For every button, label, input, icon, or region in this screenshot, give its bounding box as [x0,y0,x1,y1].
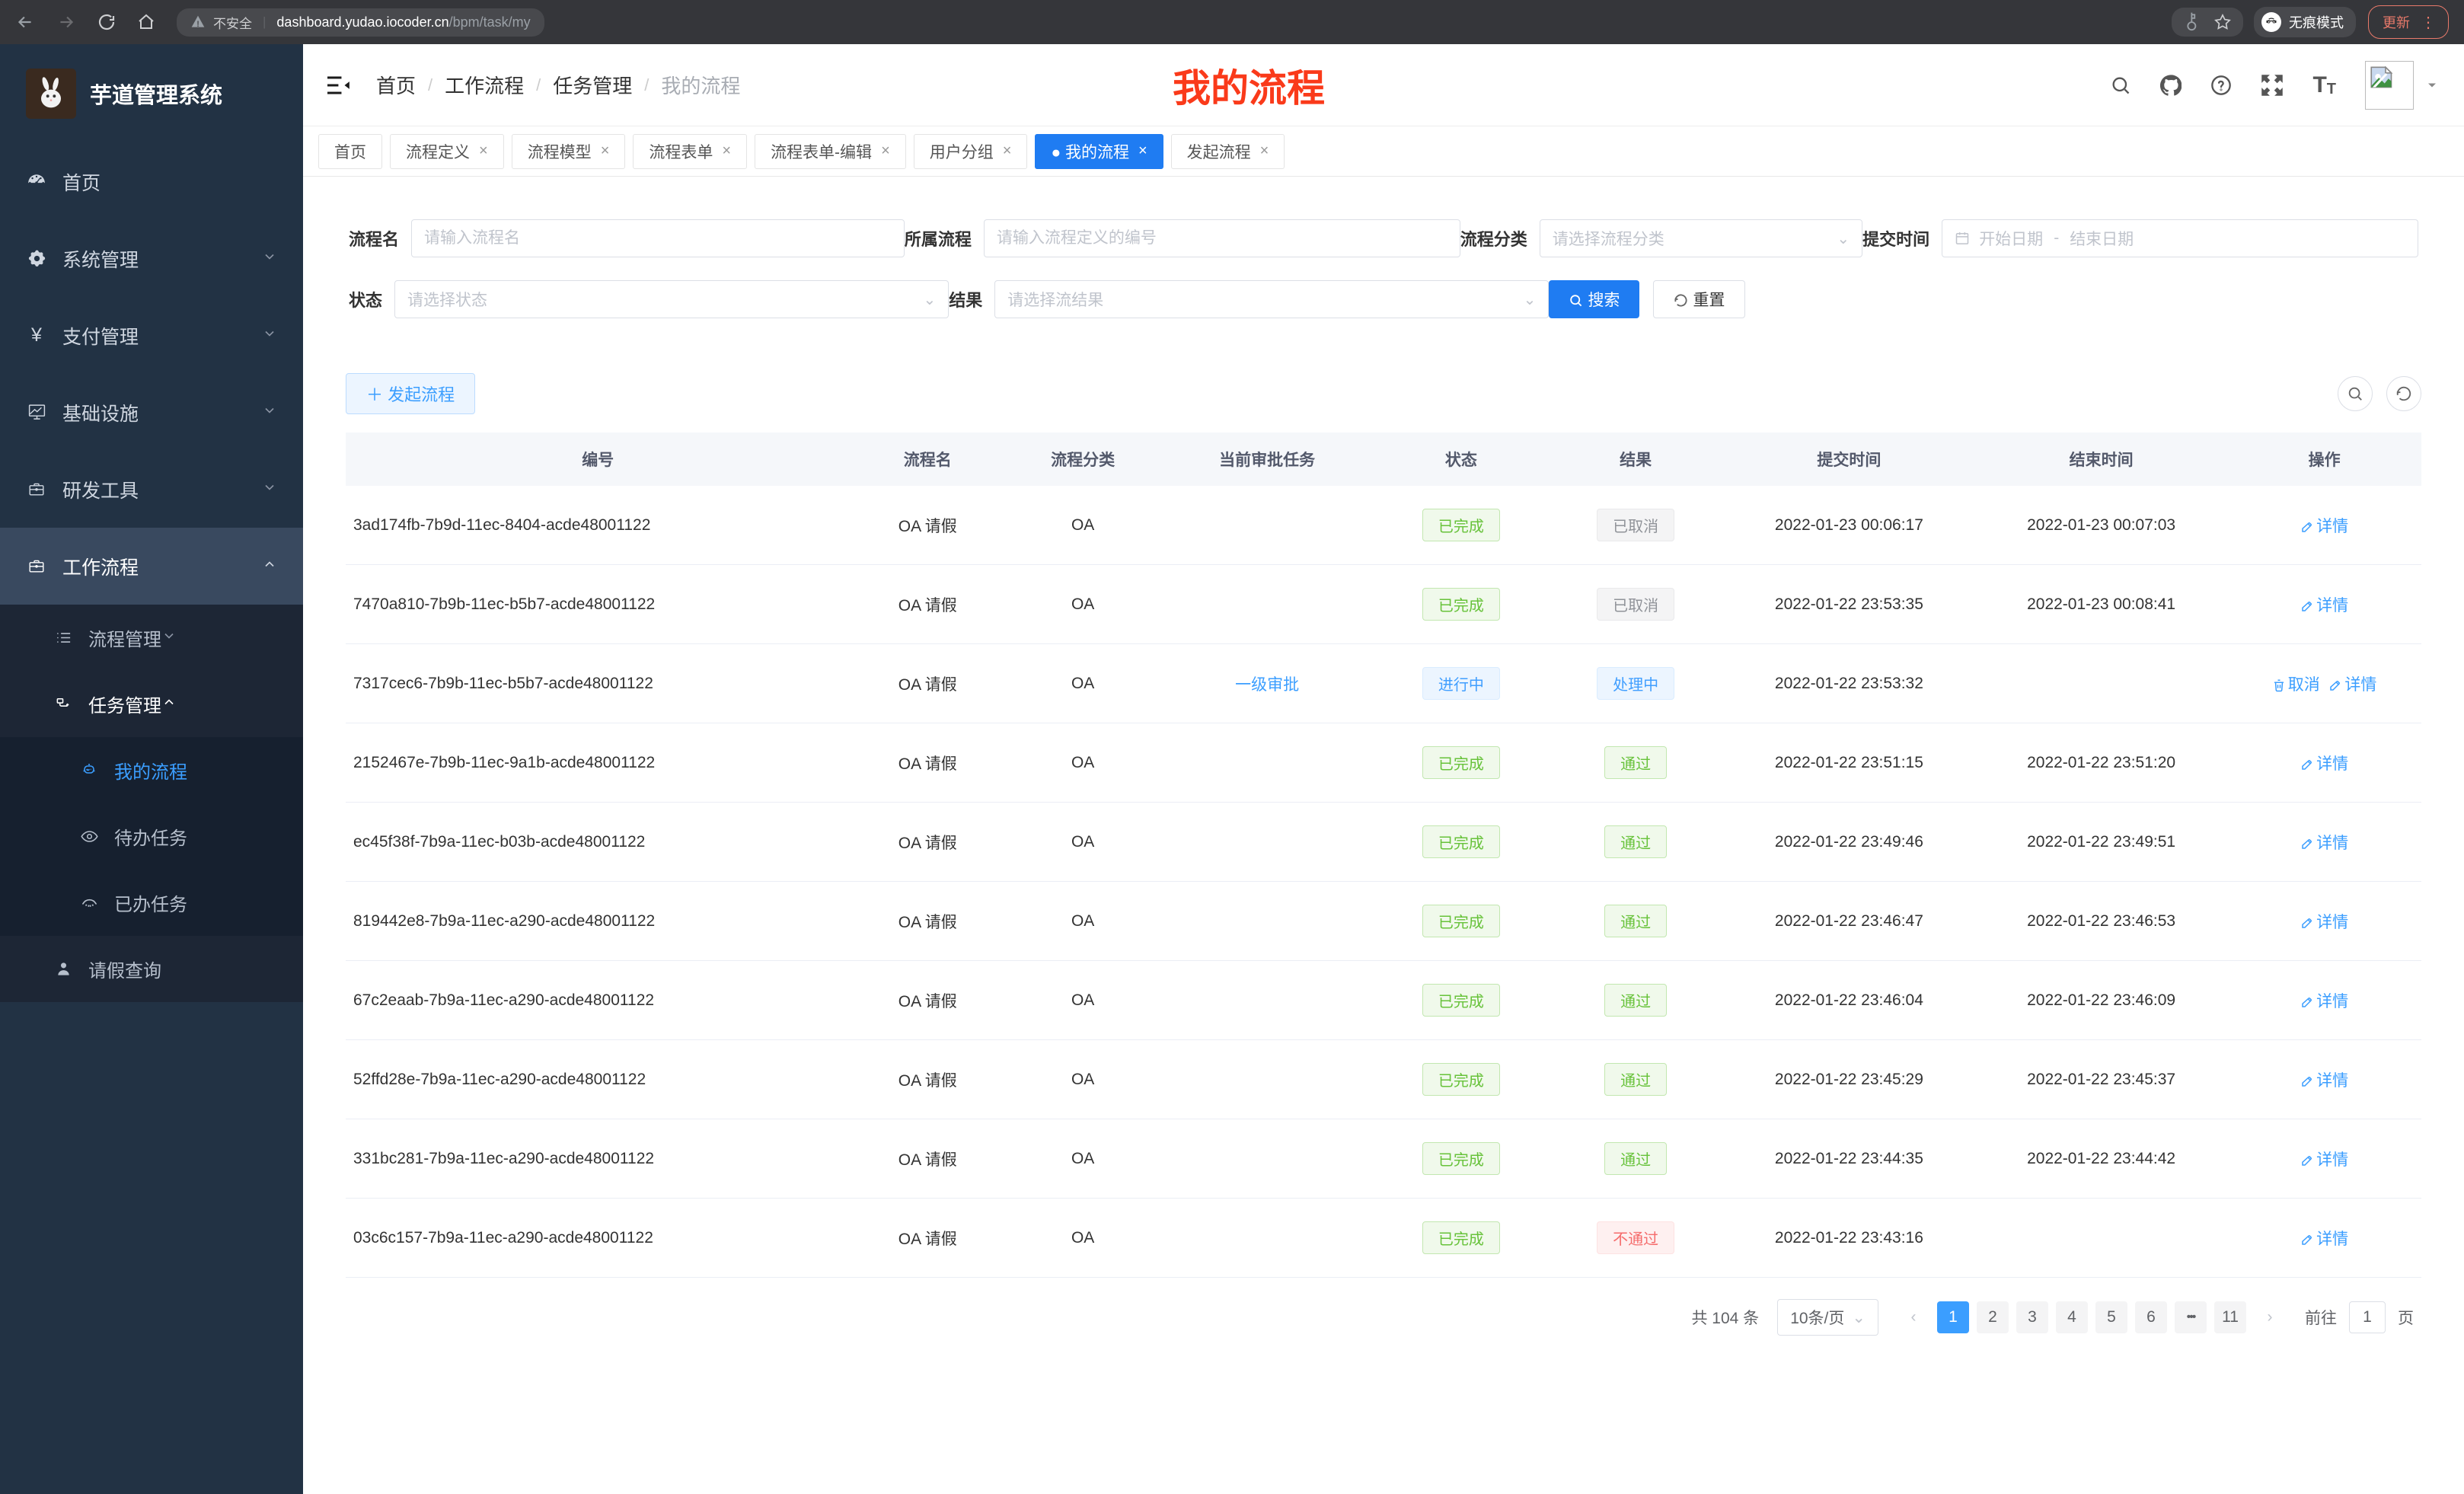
svg-text:!: ! [196,20,199,29]
